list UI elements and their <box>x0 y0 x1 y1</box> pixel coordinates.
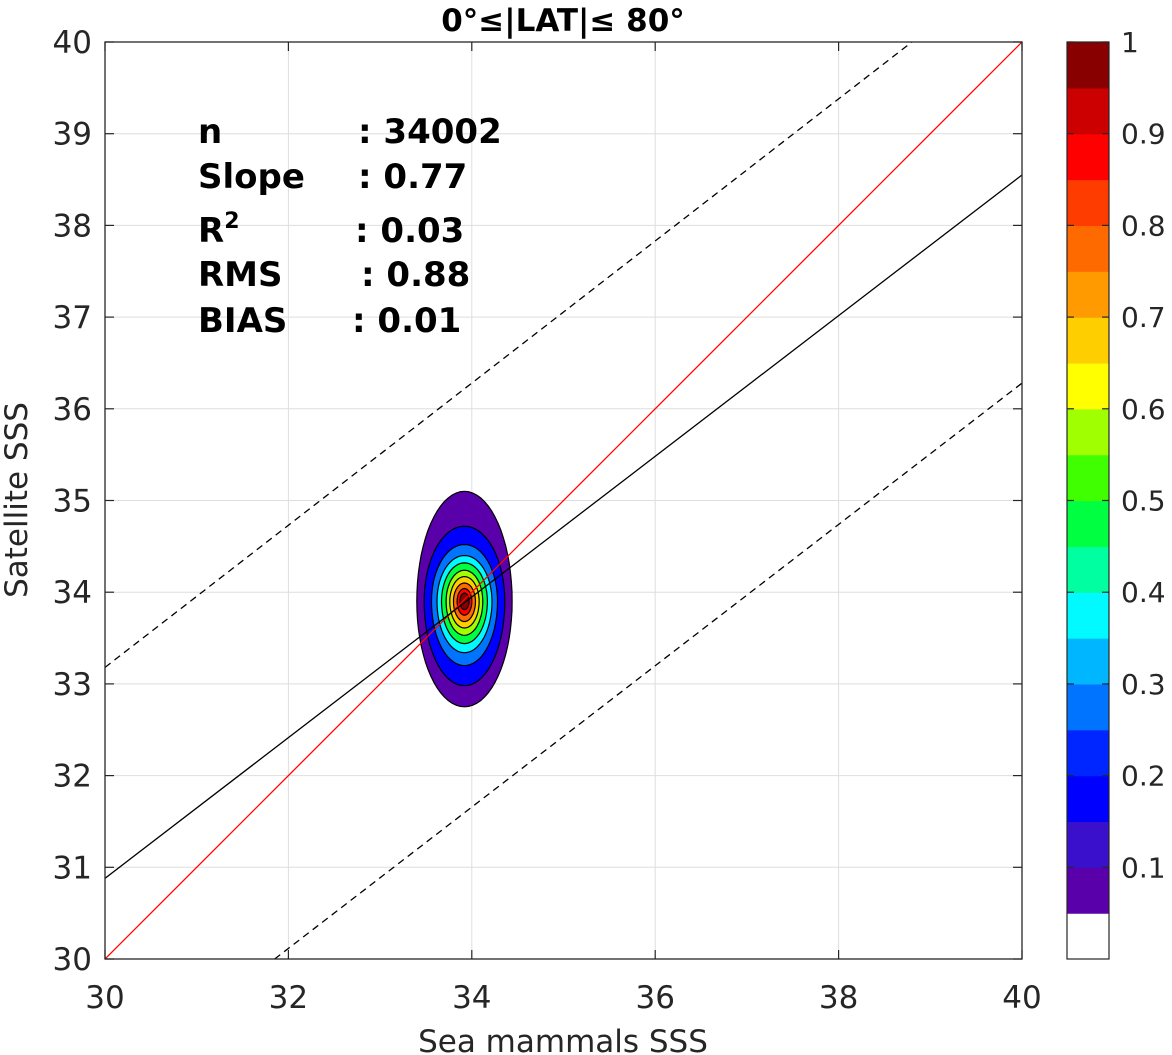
colorbar-tick-label: 0.6 <box>1121 393 1166 426</box>
colorbar-swatch <box>1067 546 1109 593</box>
colorbar-swatch <box>1067 867 1109 914</box>
colorbar-swatch <box>1067 317 1109 364</box>
y-tick-label: 36 <box>53 392 92 428</box>
colorbar-swatch <box>1067 683 1109 731</box>
colorbar-tick-label: 0.7 <box>1121 301 1166 334</box>
regression-line <box>105 174 1022 879</box>
x-tick-label: 38 <box>819 980 858 1016</box>
stat-name: n <box>198 112 222 152</box>
colorbar: 0.1 0.2 0.3 0.4 0.5 0.6 0.7 0.8 0.9 1 <box>1066 26 1166 960</box>
colorbar-tick-label: 0.8 <box>1121 209 1166 242</box>
stat-value: : 34002 <box>358 112 502 152</box>
y-tick-label: 33 <box>53 667 92 703</box>
stat-value: : 0.01 <box>352 301 461 341</box>
y-tick-label: 30 <box>53 942 92 978</box>
stat-name: Slope <box>198 157 305 197</box>
colorbar-tick-label: 0.9 <box>1121 118 1166 151</box>
colorbar-swatch <box>1067 225 1109 272</box>
stat-value: : 0.77 <box>358 157 467 197</box>
y-tick-label: 32 <box>53 759 92 795</box>
y-tick-label: 35 <box>53 484 92 520</box>
stat-name: BIAS <box>198 301 287 341</box>
grid <box>104 41 1023 960</box>
colorbar-swatch <box>1067 42 1109 89</box>
colorbar-tick-label: 1 <box>1121 26 1139 59</box>
stat-value: : 0.03 <box>355 211 464 251</box>
x-tick-label: 32 <box>269 980 308 1016</box>
y-tick-label: 31 <box>53 850 92 886</box>
colorbar-swatch <box>1067 362 1109 410</box>
colorbar-swatch <box>1067 133 1109 181</box>
y-tick-label: 38 <box>53 208 92 244</box>
x-tick-label: 40 <box>1002 980 1041 1016</box>
colorbar-tick-label: 0.4 <box>1121 576 1166 609</box>
stat-name: R2 <box>198 209 240 251</box>
colorbar-tick-label: 0.1 <box>1121 851 1166 884</box>
x-tick-label: 36 <box>635 980 674 1016</box>
colorbar-swatch <box>1067 592 1109 639</box>
y-tick-label: 40 <box>53 25 92 61</box>
colorbar-tick-label: 0.3 <box>1121 668 1166 701</box>
x-axis-label: Sea mammals SSS <box>418 1024 708 1055</box>
stat-value: : 0.88 <box>361 255 470 295</box>
colorbar-swatch <box>1067 638 1109 685</box>
chart-title: 0°≤|LAT|≤ 80° <box>441 3 685 39</box>
colorbar-swatch <box>1067 775 1109 823</box>
stats-box: n : 34002 Slope : 0.77 R2 : 0.03 RMS : 0.88 BIAS… <box>198 112 502 341</box>
x-tick-label: 30 <box>85 980 124 1016</box>
colorbar-swatch <box>1067 179 1109 226</box>
axes: 30 32 34 36 38 40 30 31 32 33 34 35 36 37 38 39 40 <box>53 25 1042 1016</box>
y-tick-label: 37 <box>53 300 92 336</box>
y-tick-label: 34 <box>53 575 92 611</box>
colorbar-swatch <box>1067 408 1109 456</box>
colorbar-swatch <box>1067 821 1109 868</box>
colorbar-swatch <box>1067 271 1109 318</box>
colorbar-swatch <box>1067 500 1109 547</box>
colorbar-swatch <box>1067 87 1109 135</box>
y-axis-label: Satellite SSS <box>0 402 35 598</box>
y-tick-label: 39 <box>53 117 92 153</box>
stat-name: RMS <box>198 255 283 295</box>
colorbar-tick-label: 0.2 <box>1121 760 1166 793</box>
colorbar-tick-label: 0.5 <box>1121 485 1166 518</box>
one-to-one-line <box>105 42 1022 959</box>
colorbar-swatch <box>1067 454 1109 502</box>
reference-lines <box>105 42 1022 959</box>
colorbar-swatch <box>1067 729 1109 777</box>
colorbar-swatch <box>1067 913 1109 960</box>
upper-bound-line <box>105 42 913 668</box>
lower-bound-line <box>274 382 1022 959</box>
x-tick-label: 34 <box>452 980 491 1016</box>
